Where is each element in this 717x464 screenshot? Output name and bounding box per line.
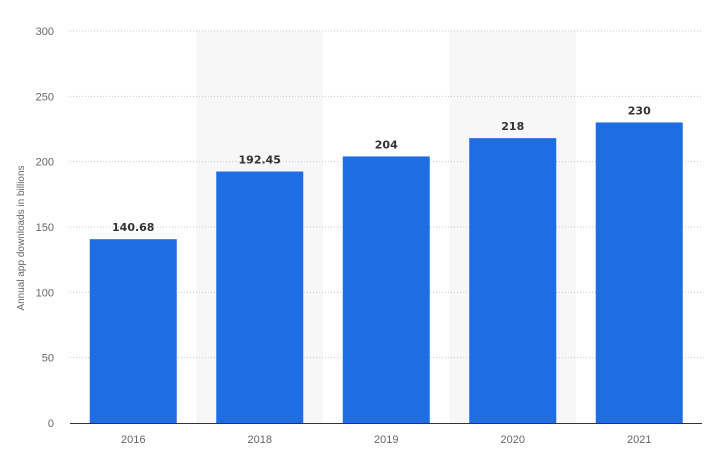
bar-2020[interactable] [469,138,557,423]
data-label-2020: 218 [501,120,524,133]
y-axis-title: Annual app downloads in billions [16,165,27,310]
y-tick-label-100: 100 [36,287,54,299]
y-tick-label-250: 250 [36,91,54,103]
y-tick-label-150: 150 [36,222,54,234]
x-axis-ticks: 2016 2018 2019 2020 2021 [121,434,651,446]
bar-2018[interactable] [216,171,304,423]
bar-2016[interactable] [89,239,177,423]
y-tick-label-50: 50 [42,353,54,365]
x-tick-label-2020: 2020 [501,434,525,446]
data-label-2016: 140.68 [112,221,154,234]
x-tick-label-2019: 2019 [374,434,398,446]
data-label-2018: 192.45 [239,154,281,167]
x-tick-label-2016: 2016 [121,434,145,446]
y-tick-label-0: 0 [48,418,54,430]
data-label-2021: 230 [628,104,651,117]
bar-2021[interactable] [595,122,683,423]
bars [89,122,683,423]
data-labels: 140.68 192.45 204 218 230 [112,104,651,234]
x-tick-label-2018: 2018 [248,434,272,446]
y-tick-label-300: 300 [36,26,54,38]
x-tick-label-2021: 2021 [627,434,651,446]
bar-2019[interactable] [342,156,430,423]
data-label-2019: 204 [375,138,398,151]
y-tick-label-200: 200 [36,157,54,169]
y-axis-ticks: 0 50 100 150 200 250 300 [36,26,54,430]
